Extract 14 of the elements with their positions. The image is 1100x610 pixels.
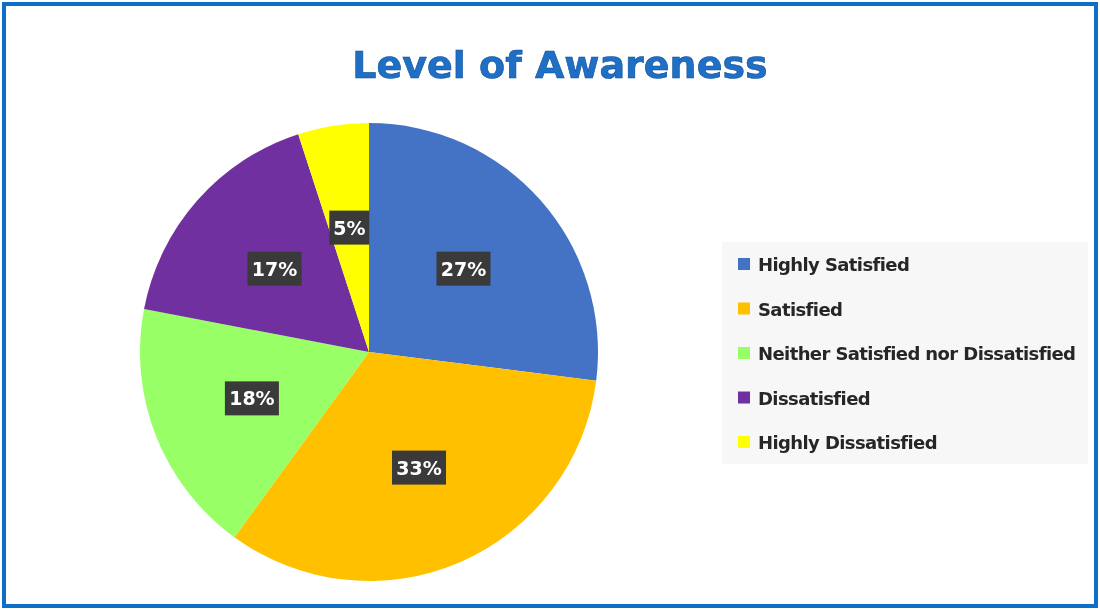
- legend-label: Dissatisfied: [758, 387, 871, 409]
- data-label: 27%: [440, 257, 487, 280]
- pie-slice: [369, 123, 598, 381]
- data-label: 5%: [333, 216, 366, 239]
- legend-label: Satisfied: [758, 298, 843, 320]
- data-label: 18%: [229, 387, 275, 410]
- chart-title: Level of Awareness: [352, 43, 768, 87]
- legend-label: Highly Satisfied: [758, 254, 910, 275]
- pie-slice: [140, 309, 369, 538]
- pie-slice: [144, 134, 369, 352]
- legend-label: Highly Dissatisfied: [758, 432, 937, 453]
- data-label: 33%: [396, 456, 442, 479]
- data-label: 17%: [251, 257, 298, 280]
- legend-label: Neither Satisfied nor Dissatisfied: [758, 343, 1076, 364]
